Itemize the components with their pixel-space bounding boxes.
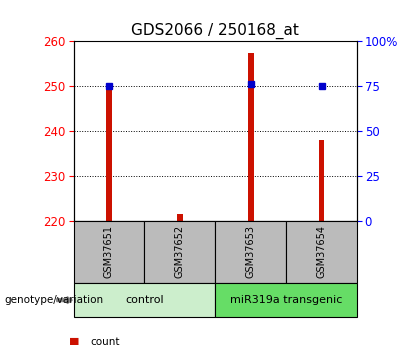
Bar <box>215 221 286 283</box>
Bar <box>177 214 183 221</box>
Title: GDS2066 / 250168_at: GDS2066 / 250168_at <box>131 22 299 39</box>
Bar <box>248 52 254 221</box>
Text: control: control <box>125 295 164 305</box>
Text: miR319a transgenic: miR319a transgenic <box>230 295 342 305</box>
Text: GSM37652: GSM37652 <box>175 225 185 278</box>
Text: GSM37654: GSM37654 <box>317 225 327 278</box>
Text: count: count <box>90 337 120 345</box>
Bar <box>215 283 357 317</box>
Bar <box>106 86 112 221</box>
Bar <box>286 221 357 283</box>
Text: GSM37651: GSM37651 <box>104 225 114 278</box>
Bar <box>74 221 144 283</box>
Text: ■: ■ <box>69 337 80 345</box>
Bar <box>74 283 215 317</box>
Text: genotype/variation: genotype/variation <box>4 295 103 305</box>
Text: GSM37653: GSM37653 <box>246 225 256 278</box>
Bar <box>319 140 324 221</box>
Bar <box>144 221 215 283</box>
